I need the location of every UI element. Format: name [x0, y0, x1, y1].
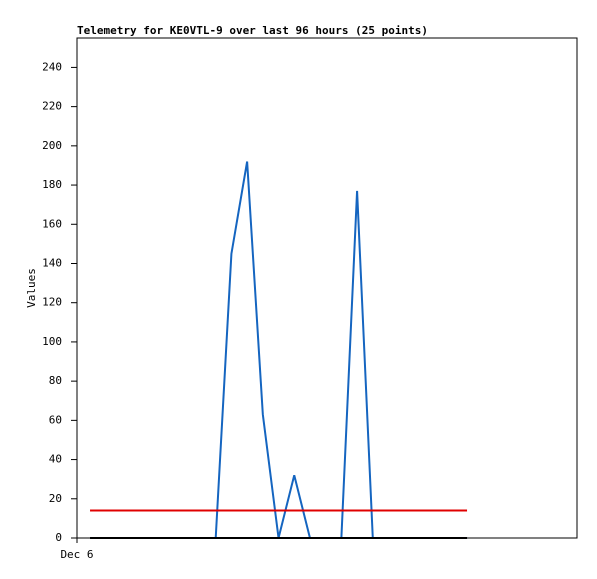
- y-tick-label: 100: [42, 335, 62, 348]
- plot-frame: [76, 37, 578, 539]
- y-tick-label: 80: [49, 374, 62, 387]
- y-tick-label: 60: [49, 413, 62, 426]
- y-tick-label: 20: [49, 492, 62, 505]
- y-tick-label: 140: [42, 256, 62, 269]
- y-tick-label: 40: [49, 453, 62, 466]
- series-line: [90, 161, 468, 539]
- y-axis-label: Values: [25, 268, 38, 308]
- y-tick-label: 200: [42, 139, 62, 152]
- y-tick-label: 220: [42, 100, 62, 113]
- chart-title: Telemetry for KE0VTL-9 over last 96 hour…: [77, 24, 428, 37]
- y-tick-label: 160: [42, 217, 62, 230]
- y-tick-label: 120: [42, 296, 62, 309]
- y-tick-label: 240: [42, 60, 62, 73]
- x-tick-label: Dec 6: [60, 548, 93, 561]
- y-tick-label: 180: [42, 178, 62, 191]
- y-tick-label: 0: [55, 531, 62, 544]
